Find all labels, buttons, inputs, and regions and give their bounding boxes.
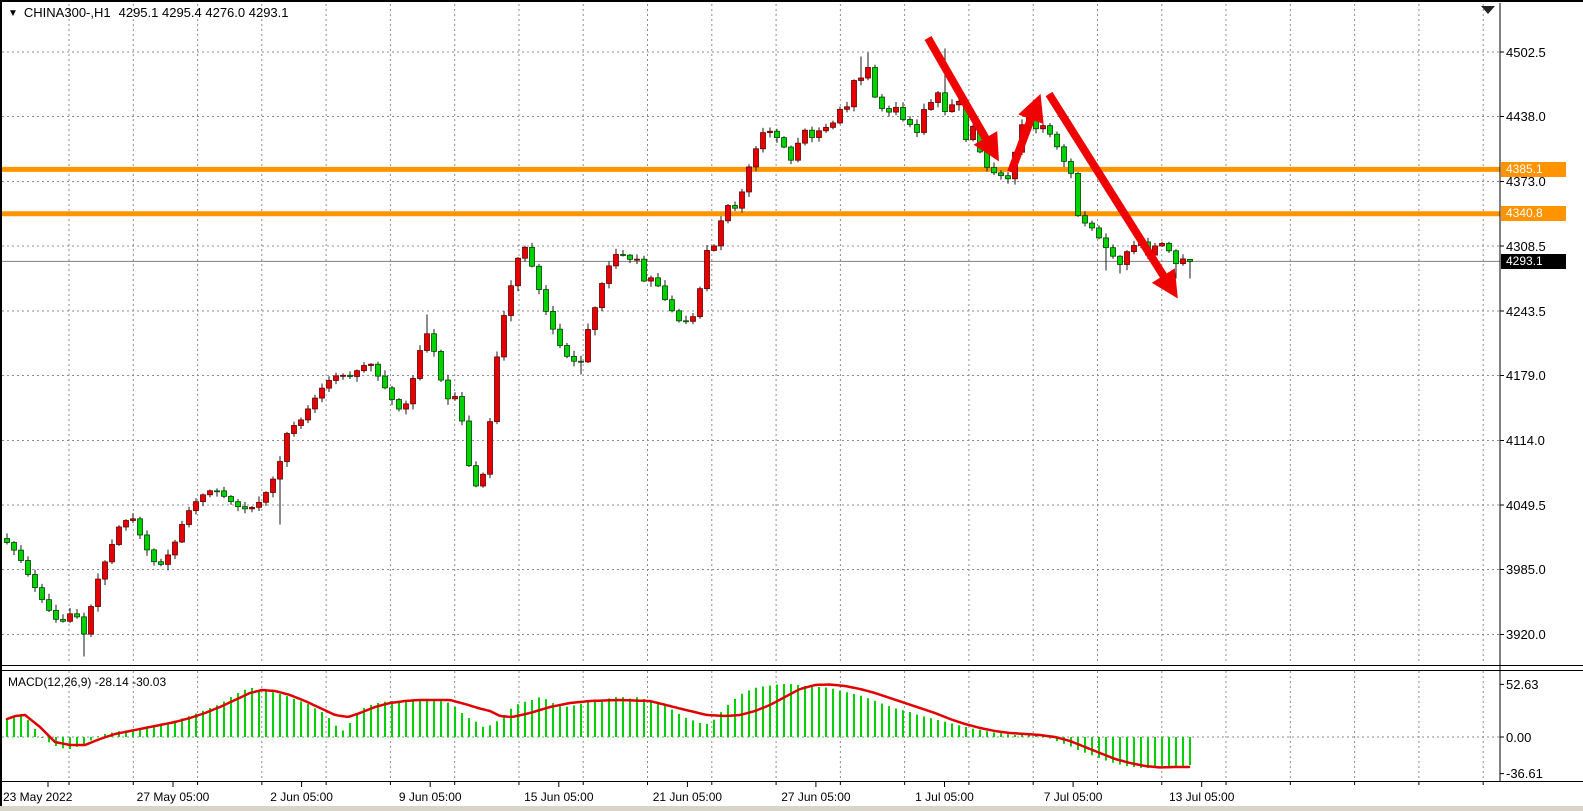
macd-axis-label: -36.61	[1506, 766, 1543, 782]
chart-title: ▼ CHINA300-,H1 4295.1 4295.4 4276.0 4293.1	[8, 5, 289, 20]
price-axis-label: 4049.5	[1506, 497, 1546, 513]
time-axis-label: 9 Jun 05:00	[398, 790, 462, 804]
price-axis-label: 4114.0	[1506, 433, 1545, 448]
macd-signal-line	[5, 683, 1191, 769]
time-axis-label: 2 Jun 05:00	[270, 790, 333, 804]
support-price-badge: 4340.8	[1501, 206, 1566, 222]
macd-name: MACD(12,26,9)	[8, 675, 92, 689]
chart-shift-marker-icon[interactable]	[1481, 6, 1495, 14]
price-axis-label: 4179.0	[1506, 368, 1546, 383]
trend-arrow-3[interactable]	[1045, 91, 1178, 299]
price-axis-label: 3920.0	[1506, 627, 1546, 642]
symbol-dropdown-icon[interactable]: ▼	[8, 8, 18, 19]
price-axis-label: 4502.5	[1506, 44, 1546, 60]
time-axis-label: 15 Jun 05:00	[524, 790, 594, 804]
time-axis-label: 27 May 05:00	[136, 790, 210, 804]
symbol-period-label: CHINA300-,H1	[23, 5, 111, 20]
time-axis-label: 21 Jun 05:00	[652, 790, 723, 804]
candlestick-series	[4, 48, 1193, 657]
ohlc-values: 4295.1 4295.4 4276.0 4293.1	[118, 5, 289, 20]
macd-axis-label: 52.63	[1506, 676, 1539, 692]
trend-arrow-1[interactable]	[924, 36, 999, 162]
price-axis-label: 4438.0	[1506, 109, 1546, 124]
macd-signal-value: -30.03	[132, 675, 167, 689]
trend-arrow-2[interactable]	[1007, 93, 1044, 174]
time-axis-label: 1 Jul 05:00	[915, 790, 974, 804]
macd-axis-label: 0.00	[1506, 729, 1532, 745]
macd-indicator-label: MACD(12,26,9) -28.14 -30.03	[8, 675, 166, 689]
resistance-price-badge: 4385.1	[1501, 161, 1566, 177]
price-axis-label: 4308.5	[1506, 238, 1546, 254]
time-axis-label: 13 Jul 05:00	[1168, 790, 1235, 804]
price-axis-label: 4243.5	[1506, 303, 1546, 319]
time-axis-label: 23 May 2022	[3, 790, 73, 804]
time-axis-label: 7 Jul 05:00	[1043, 790, 1103, 804]
macd-main-value: -28.14	[94, 675, 129, 689]
price-axis-label: 4373.0	[1506, 174, 1546, 189]
price-axis-label: 3985.0	[1506, 562, 1546, 577]
time-axis-label: 27 Jun 05:00	[781, 790, 851, 804]
current-price-badge: 4293.1	[1501, 253, 1566, 269]
